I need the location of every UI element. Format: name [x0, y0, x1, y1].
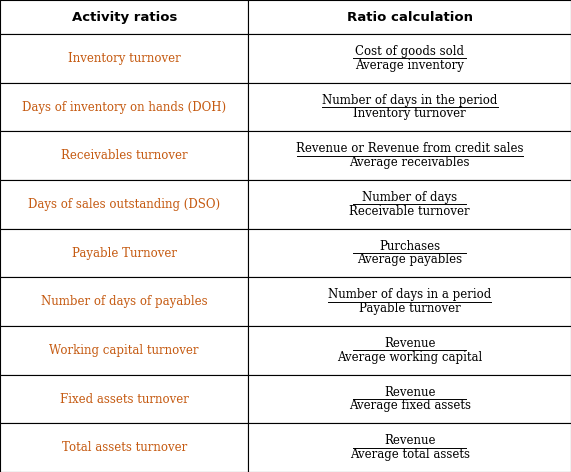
Text: Fixed assets turnover: Fixed assets turnover — [60, 393, 188, 405]
Bar — [0, 229, 248, 278]
Text: Average inventory: Average inventory — [355, 59, 464, 72]
Text: Ratio calculation: Ratio calculation — [347, 10, 473, 24]
Text: Cost of goods sold: Cost of goods sold — [355, 45, 464, 58]
Bar — [0, 131, 248, 180]
Bar — [0, 278, 248, 326]
Text: Days of inventory on hands (DOH): Days of inventory on hands (DOH) — [22, 101, 226, 114]
Text: Receivable turnover: Receivable turnover — [349, 205, 470, 218]
Bar — [0, 0, 248, 34]
Bar — [248, 0, 571, 34]
Bar — [0, 326, 248, 375]
Bar — [248, 326, 571, 375]
Bar — [248, 131, 571, 180]
Bar — [248, 375, 571, 423]
Bar — [0, 423, 248, 472]
Bar — [0, 34, 248, 83]
Text: Average total assets: Average total assets — [349, 448, 470, 461]
Text: Average receivables: Average receivables — [349, 156, 470, 169]
Text: Number of days in the period: Number of days in the period — [322, 94, 497, 107]
Text: Total assets turnover: Total assets turnover — [62, 441, 187, 454]
Bar — [248, 83, 571, 131]
Text: Average payables: Average payables — [357, 253, 463, 266]
Text: Inventory turnover: Inventory turnover — [68, 52, 180, 65]
Bar — [0, 180, 248, 229]
Text: Receivables turnover: Receivables turnover — [61, 149, 187, 162]
Text: Purchases: Purchases — [379, 240, 440, 253]
Text: Revenue: Revenue — [384, 434, 436, 447]
Text: Number of days of payables: Number of days of payables — [41, 295, 207, 308]
Text: Average fixed assets: Average fixed assets — [349, 399, 471, 413]
Bar — [248, 229, 571, 278]
Text: Days of sales outstanding (DSO): Days of sales outstanding (DSO) — [28, 198, 220, 211]
Text: Revenue: Revenue — [384, 386, 436, 399]
Text: Revenue: Revenue — [384, 337, 436, 350]
Text: Average working capital: Average working capital — [337, 351, 482, 363]
Text: Revenue or Revenue from credit sales: Revenue or Revenue from credit sales — [296, 143, 524, 155]
Bar — [0, 375, 248, 423]
Bar — [248, 180, 571, 229]
Text: Working capital turnover: Working capital turnover — [50, 344, 199, 357]
Bar — [248, 278, 571, 326]
Bar — [0, 83, 248, 131]
Text: Activity ratios: Activity ratios — [71, 10, 177, 24]
Text: Number of days: Number of days — [362, 191, 457, 204]
Text: Inventory turnover: Inventory turnover — [353, 107, 466, 120]
Text: Number of days in a period: Number of days in a period — [328, 288, 491, 302]
Text: Payable Turnover: Payable Turnover — [72, 246, 176, 260]
Bar — [248, 423, 571, 472]
Text: Payable turnover: Payable turnover — [359, 302, 461, 315]
Bar — [248, 34, 571, 83]
